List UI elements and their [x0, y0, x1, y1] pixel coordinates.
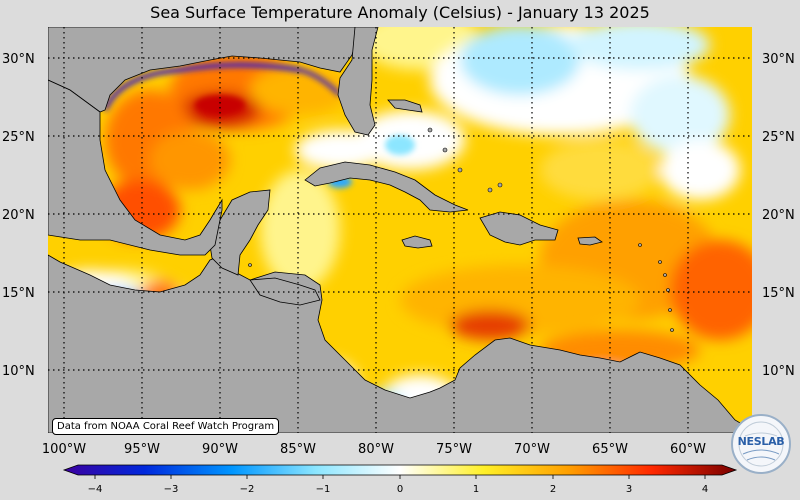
lon-label: 90°W	[202, 442, 238, 457]
colorbar: −4 −3 −2 −1 0 1 2 3 4	[62, 464, 738, 495]
lat-label: 30°N	[762, 52, 795, 67]
lat-label: 20°N	[762, 208, 795, 223]
lon-label: 85°W	[280, 442, 316, 457]
latitude-labels-left: 30°N 25°N 20°N 15°N 10°N	[2, 52, 35, 379]
lon-label: 80°W	[358, 442, 394, 457]
lon-label: 60°W	[670, 442, 706, 457]
lon-label: 100°W	[42, 442, 86, 457]
colorbar-tick-label: 0	[397, 484, 403, 495]
colorbar-tick-label: −3	[164, 484, 179, 495]
colorbar-tick-label: 3	[626, 484, 632, 495]
lat-label: 15°N	[2, 286, 35, 301]
lon-label: 65°W	[592, 442, 628, 457]
lon-label: 95°W	[124, 442, 160, 457]
lat-label: 25°N	[762, 130, 795, 145]
lat-label: 10°N	[2, 364, 35, 379]
logo-text: NESLAB	[737, 435, 785, 448]
colorbar-ticks	[94, 475, 706, 479]
map-title: Sea Surface Temperature Anomaly (Celsius…	[150, 3, 650, 22]
latitude-labels-right: 30°N 25°N 20°N 15°N 10°N	[762, 52, 795, 379]
lat-label: 10°N	[762, 364, 795, 379]
colorbar-tick-label: −4	[88, 484, 103, 495]
nesdis-lab-logo-icon[interactable]: NESLAB	[731, 414, 791, 474]
colorbar-tick-label: −2	[240, 484, 255, 495]
land	[48, 27, 752, 433]
colorbar-tick-label: 2	[550, 484, 556, 495]
lat-label: 15°N	[762, 286, 795, 301]
lon-label: 75°W	[436, 442, 472, 457]
colorbar-gradient	[62, 464, 738, 476]
map-panel	[48, 27, 752, 433]
longitude-labels: 100°W 95°W 90°W 85°W 80°W 75°W 70°W 65°W…	[42, 442, 706, 457]
colorbar-tick-label: 4	[702, 484, 708, 495]
colorbar-tick-label: 1	[473, 484, 479, 495]
lat-label: 25°N	[2, 130, 35, 145]
lon-label: 70°W	[514, 442, 550, 457]
small-islands	[248, 127, 674, 332]
lat-label: 30°N	[2, 52, 35, 67]
lat-label: 20°N	[2, 208, 35, 223]
colorbar-tick-label: −1	[316, 484, 331, 495]
data-source-note: Data from NOAA Coral Reef Watch Program	[52, 418, 280, 435]
